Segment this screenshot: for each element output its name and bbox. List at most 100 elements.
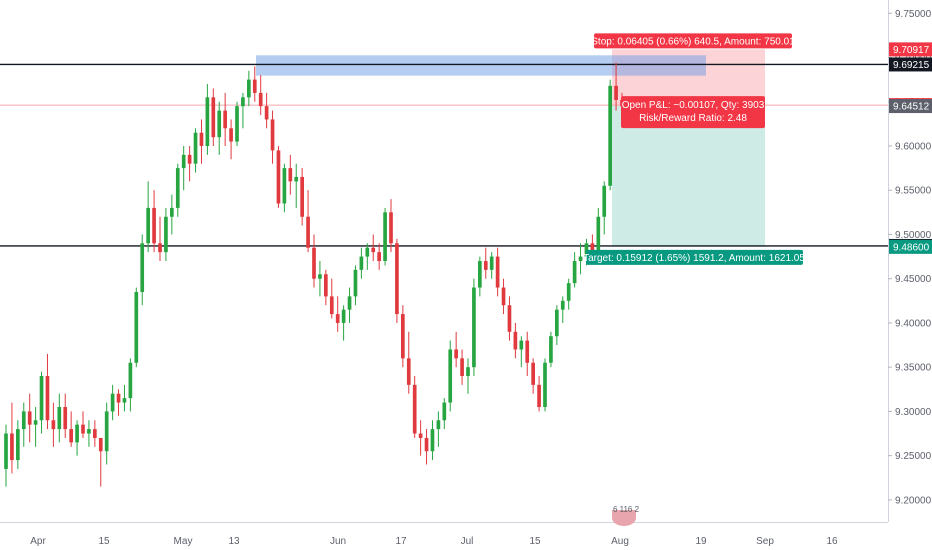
price-tag-label: 9.69215: [893, 60, 930, 71]
candle-body: [537, 384, 541, 407]
candle-body: [602, 185, 607, 217]
price-tag: [889, 239, 932, 254]
candle-body: [116, 393, 121, 403]
candle-body: [229, 128, 233, 142]
x-tick-label: 16: [826, 536, 838, 547]
candle-body: [4, 433, 8, 469]
x-tick-label: 15: [529, 536, 541, 547]
candle-body: [590, 243, 595, 253]
candle-body: [258, 92, 263, 107]
candle-body: [300, 176, 304, 217]
risk-reward-label: Risk/Reward Ratio: 2.48: [639, 113, 747, 124]
candle-body: [306, 216, 310, 248]
candle-body: [241, 97, 245, 107]
candle-body: [128, 362, 133, 399]
candle-body: [442, 402, 447, 421]
candle-body: [483, 261, 488, 270]
candle-body: [555, 309, 559, 337]
candle-body: [335, 314, 340, 323]
candle-body: [371, 247, 376, 253]
y-tick-label: 9.40000: [895, 318, 932, 329]
candle-body: [75, 424, 79, 443]
candle-body: [501, 287, 506, 306]
candle-body: [489, 256, 494, 270]
candle-body: [223, 110, 227, 129]
candle-body: [418, 433, 423, 438]
candle-body: [549, 336, 553, 363]
x-tick-label: Sep: [756, 536, 774, 547]
candle-body: [10, 433, 14, 461]
candle-body: [389, 212, 393, 244]
candle-body: [365, 247, 370, 257]
y-tick-label: 9.35000: [895, 363, 932, 374]
candle-body: [395, 243, 399, 315]
candle-body: [578, 256, 583, 261]
candle-body: [495, 256, 500, 288]
candle-body: [110, 393, 115, 412]
candle-body: [359, 256, 364, 270]
candle-body: [104, 411, 109, 452]
candle-body: [152, 207, 156, 244]
candle-body: [329, 296, 334, 315]
candle-body: [181, 154, 186, 169]
candle-body: [377, 252, 381, 261]
candle-body: [270, 119, 275, 151]
candle-body: [164, 216, 168, 253]
y-tick-label: 9.75000: [895, 9, 932, 20]
candle-body: [63, 406, 68, 430]
stop-label: Stop: 0.06405 (0.66%) 640.5, Amount: 750…: [591, 36, 795, 47]
x-tick-label: 13: [228, 536, 240, 547]
trade-labels: Stop: 0.06405 (0.66%) 640.5, Amount: 750…: [583, 33, 805, 265]
candle-body: [33, 420, 38, 425]
price-axis-bg: [888, 0, 932, 550]
resistance-zone: [256, 55, 706, 76]
x-tick-label: Jun: [330, 536, 346, 547]
candle-body: [170, 207, 174, 217]
candle-body: [531, 362, 535, 385]
candle-body: [193, 132, 198, 164]
target-label-box: [586, 249, 803, 265]
candle-body: [199, 132, 204, 146]
x-tick-label: 19: [695, 536, 707, 547]
target-label: Target: 0.15912 (1.65%) 1591.2, Amount: …: [583, 253, 805, 264]
candle-body: [383, 212, 387, 261]
candle-body: [430, 429, 435, 452]
candle-body: [134, 291, 139, 363]
candle-body: [81, 424, 85, 434]
y-tick-label: 9.60000: [895, 141, 932, 152]
candle-body: [211, 97, 216, 138]
candle-body: [21, 411, 26, 430]
candle-body: [252, 79, 257, 93]
candle-body: [187, 154, 192, 164]
candle-body: [45, 376, 50, 421]
y-tick-label: 9.45000: [895, 274, 932, 285]
candle-body: [460, 358, 464, 377]
candle-body: [572, 261, 577, 284]
y-tick-label: 9.50000: [895, 230, 932, 241]
x-tick-label: May: [174, 536, 193, 547]
price-tag: [889, 99, 932, 114]
candle-body: [347, 296, 352, 310]
candle-body: [146, 207, 150, 244]
x-tick-label: 17: [395, 536, 407, 547]
price-axis[interactable]: 9.750009.700009.650009.600009.550009.500…: [888, 0, 932, 550]
candle-body: [448, 349, 453, 403]
candle-body: [158, 243, 162, 253]
candle-body: [288, 168, 293, 182]
candle-body: [424, 437, 429, 452]
candle-body: [472, 287, 476, 368]
candle-body: [454, 349, 458, 359]
price-tag-label: 9.64512: [893, 102, 930, 113]
candle-body: [324, 274, 328, 297]
candle-body: [87, 429, 91, 434]
candle-body: [57, 406, 62, 430]
candle-body: [401, 314, 405, 359]
y-tick-label: 9.30000: [895, 407, 932, 418]
time-axis[interactable]: Apr 15 May 13 Jun 17 Jul 15 Aug 19 Sep 16: [0, 522, 888, 548]
candle-body: [140, 243, 145, 292]
candle-body: [466, 367, 470, 377]
candle-body: [16, 429, 20, 461]
profit-target-zone: [612, 106, 765, 247]
y-tick-label: 9.55000: [895, 186, 932, 197]
